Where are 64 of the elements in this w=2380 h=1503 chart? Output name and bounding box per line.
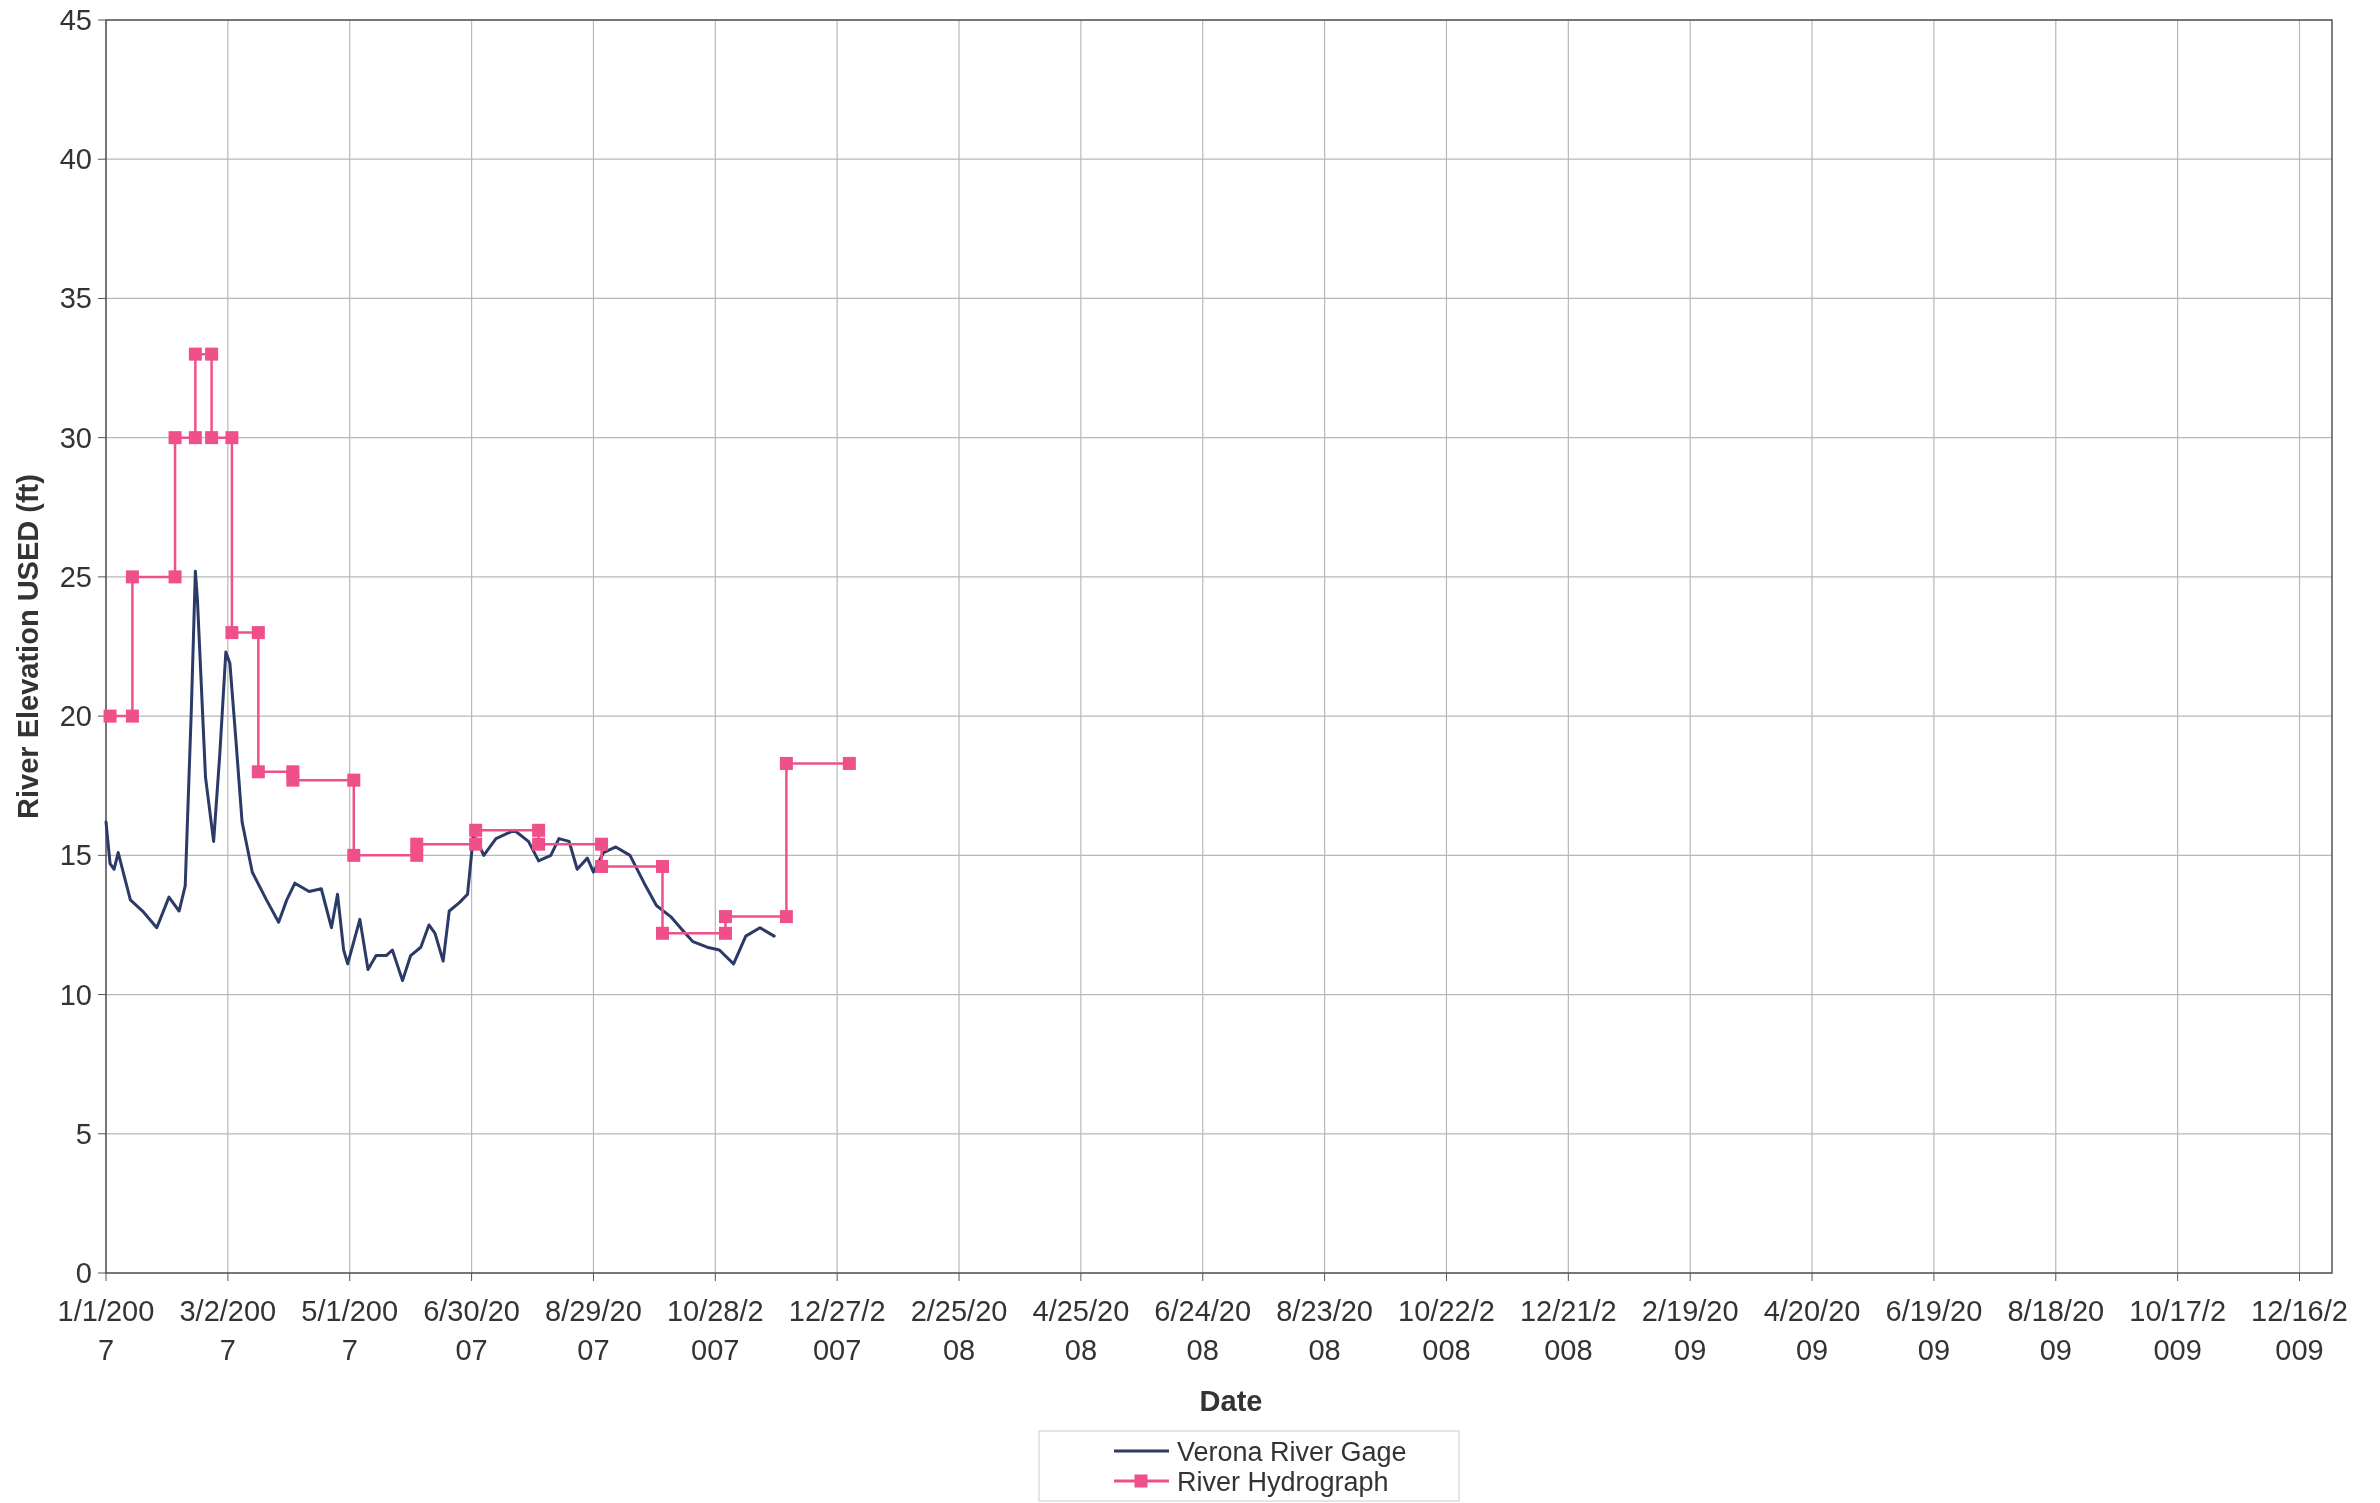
y-tick-label: 0 <box>75 1257 92 1289</box>
point <box>125 709 139 723</box>
point <box>347 848 361 862</box>
point <box>286 773 300 787</box>
y-tick-label: 30 <box>59 421 92 454</box>
x-tick-label: 12/27/2007 <box>788 1295 886 1366</box>
x-tick-label: 12/21/2008 <box>1519 1295 1617 1366</box>
point <box>595 837 609 851</box>
x-tick-label: 6/19/2009 <box>1885 1295 1983 1366</box>
x-tick-label: 4/20/2009 <box>1763 1295 1861 1366</box>
x-tick-label: 4/25/2008 <box>1032 1295 1130 1366</box>
point <box>205 431 219 445</box>
x-tick-label: 8/18/2009 <box>2007 1295 2105 1366</box>
y-tick-label: 5 <box>75 1117 92 1150</box>
y-axis-title: River Elevation USED (ft) <box>12 474 44 819</box>
point <box>656 859 669 873</box>
legend-label: River Hydrograph <box>1177 1467 1389 1497</box>
point <box>188 431 202 445</box>
point <box>225 431 239 445</box>
point <box>718 910 732 924</box>
x-tick-label: 10/28/2007 <box>666 1295 764 1366</box>
point <box>718 926 732 940</box>
x-tick-label: 8/29/2007 <box>545 1295 642 1366</box>
y-tick-label: 25 <box>59 560 92 593</box>
x-tick-label: 3/2/2007 <box>179 1295 277 1366</box>
point <box>779 910 793 924</box>
point <box>410 837 424 851</box>
x-tick-label: 2/25/2008 <box>910 1295 1008 1366</box>
line-series <box>104 569 776 983</box>
y-tick-label: 10 <box>59 978 92 1011</box>
legend-label: Verona River Gage <box>1177 1437 1407 1467</box>
x-tick-label: 2/19/2009 <box>1641 1295 1739 1366</box>
point <box>779 756 793 770</box>
point <box>205 347 219 361</box>
point <box>251 765 265 779</box>
point <box>168 570 182 584</box>
point <box>842 756 856 770</box>
point <box>469 823 483 837</box>
x-axis-title: Date <box>1199 1385 1263 1417</box>
point <box>103 709 117 723</box>
point <box>532 823 546 837</box>
x-tick-label: 5/1/2007 <box>301 1295 399 1366</box>
x-tick-label: 6/24/2008 <box>1154 1295 1252 1366</box>
point <box>595 859 609 873</box>
y-tick-label: 15 <box>59 839 92 872</box>
x-tick-label: 1/1/2007 <box>57 1295 155 1366</box>
point <box>532 837 546 851</box>
x-tick-label: 12/16/2009 <box>2251 1295 2348 1366</box>
x-tick-label: 8/23/2008 <box>1276 1295 1373 1366</box>
point <box>251 626 265 640</box>
point <box>347 773 361 787</box>
y-tick-label: 20 <box>59 700 92 733</box>
point <box>125 570 139 584</box>
y-tick-label: 45 <box>59 4 92 36</box>
y-tick-label: 35 <box>59 282 92 315</box>
point <box>469 837 483 851</box>
point <box>225 626 239 640</box>
x-tick-label: 10/22/2008 <box>1398 1295 1495 1366</box>
point <box>168 431 182 445</box>
y-tick-label: 40 <box>59 143 92 176</box>
x-tick-label: 10/17/2009 <box>2129 1295 2227 1366</box>
point <box>188 347 202 361</box>
point <box>656 926 669 940</box>
x-tick-label: 6/30/2007 <box>423 1295 520 1366</box>
